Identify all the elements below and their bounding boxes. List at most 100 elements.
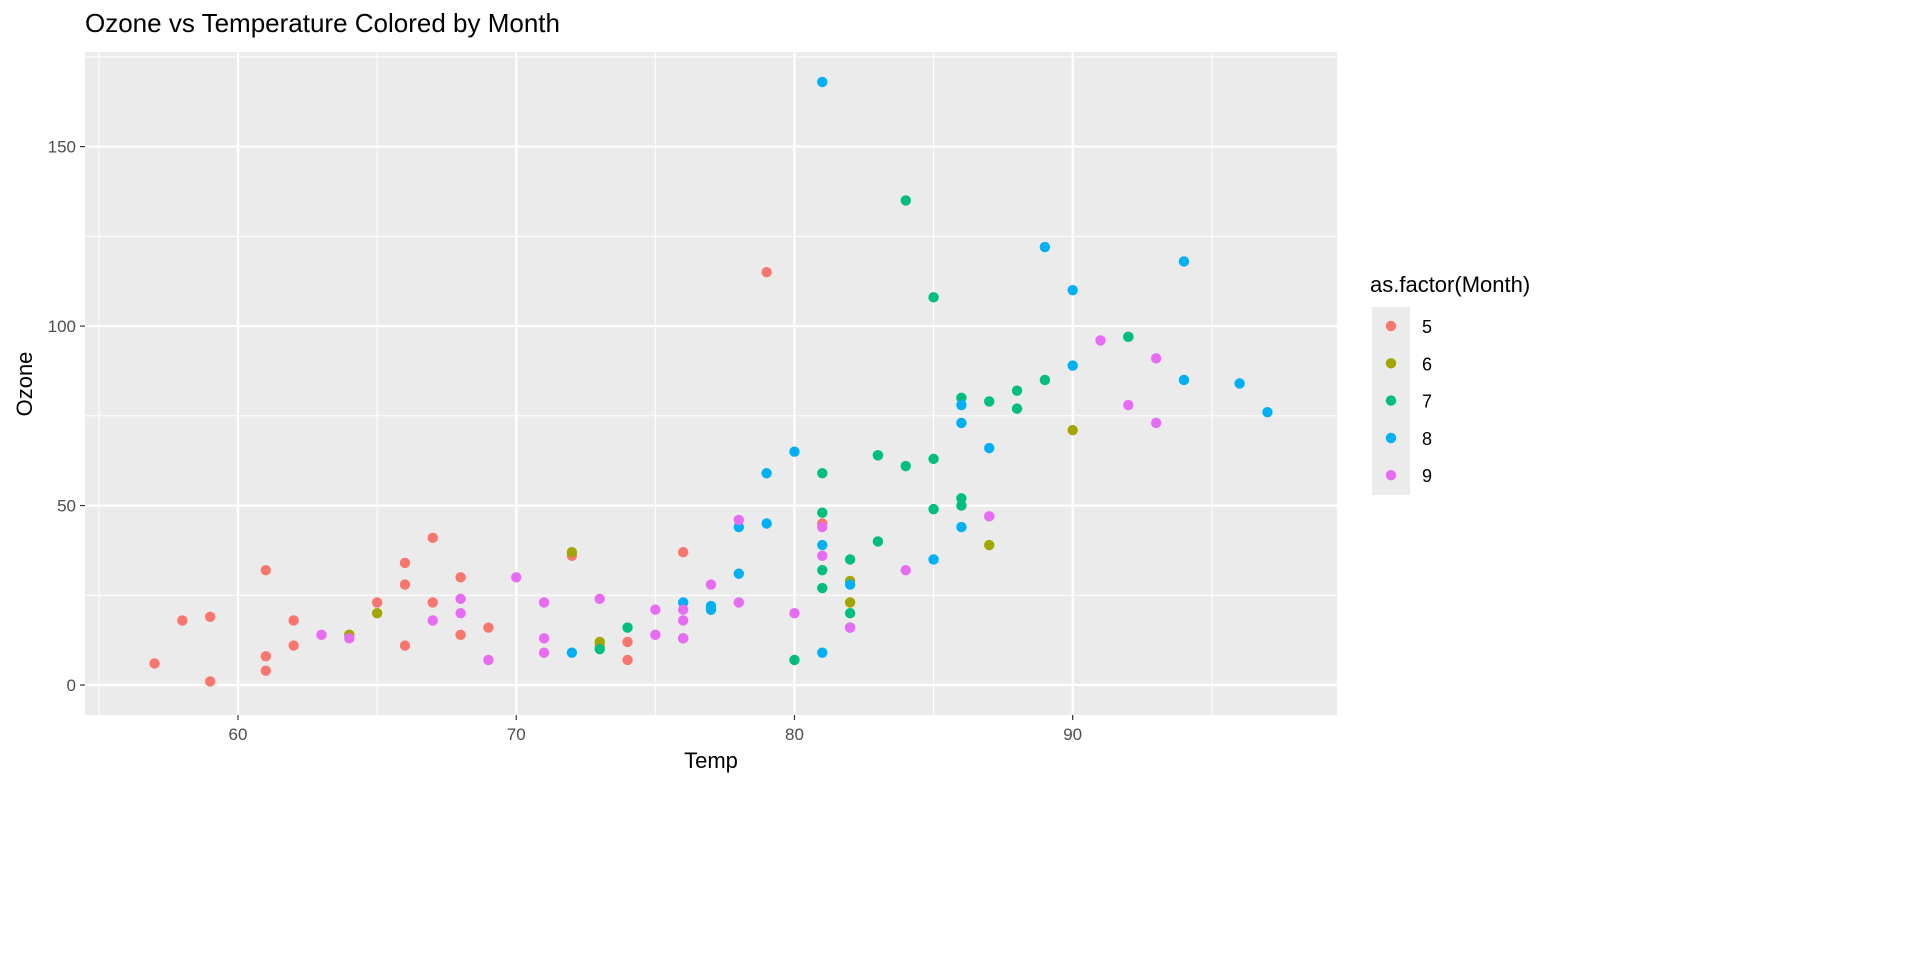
y-axis-label: Ozone (12, 352, 37, 417)
point-month-7 (817, 564, 828, 576)
point-month-8 (705, 604, 717, 615)
point-month-8 (956, 417, 967, 429)
chart-title: Ozone vs Temperature Colored by Month (85, 8, 560, 38)
point-month-5 (455, 629, 466, 640)
point-month-9 (984, 511, 995, 522)
x-tick-label: 80 (785, 725, 804, 744)
point-month-8 (956, 521, 967, 533)
point-month-5 (622, 654, 633, 666)
point-month-8 (677, 597, 689, 608)
point-month-8 (1262, 407, 1273, 418)
point-month-9 (789, 608, 800, 619)
point-month-5 (399, 640, 411, 651)
point-month-6 (594, 636, 605, 648)
axes: 60 70 80 90 0 50 100 150 (48, 138, 1083, 744)
point-month-9 (511, 572, 522, 583)
point-month-6 (566, 547, 578, 558)
point-month-6 (844, 597, 856, 608)
legend-label-month-8: 8 (1422, 429, 1432, 449)
point-month-8 (761, 518, 772, 529)
y-tick-label: 0 (67, 676, 76, 695)
point-month-8 (789, 446, 800, 457)
point-month-9 (483, 654, 494, 666)
point-month-8 (566, 647, 578, 658)
point-month-7 (844, 608, 856, 619)
y-tick-label: 150 (48, 138, 76, 157)
point-month-9 (316, 629, 327, 640)
point-month-5 (399, 579, 411, 590)
point-month-8 (817, 76, 828, 88)
point-month-7 (900, 195, 911, 206)
point-month-9 (817, 521, 828, 533)
point-month-9 (844, 622, 856, 633)
plot-panel (85, 52, 1337, 715)
point-month-8 (844, 579, 856, 590)
y-tick-label: 50 (57, 497, 76, 516)
point-month-5 (149, 658, 160, 669)
y-tick-label: 100 (48, 317, 76, 336)
legend-key-month-8 (1385, 432, 1397, 444)
point-month-9 (677, 615, 689, 626)
point-month-9 (1123, 399, 1134, 411)
point-month-8 (928, 554, 939, 565)
legend-label-month-6: 6 (1422, 354, 1432, 374)
point-month-5 (483, 622, 494, 633)
point-month-8 (1178, 374, 1190, 386)
point-month-5 (399, 557, 411, 569)
point-month-7 (928, 453, 939, 465)
point-month-9 (1095, 335, 1106, 346)
point-month-9 (538, 633, 550, 644)
point-month-8 (984, 442, 995, 454)
point-month-9 (455, 608, 466, 619)
point-month-5 (622, 636, 633, 648)
point-month-9 (650, 604, 661, 615)
point-month-9 (538, 647, 550, 658)
point-month-7 (594, 643, 605, 655)
point-month-8 (1067, 360, 1078, 371)
point-month-8 (1234, 378, 1245, 389)
point-month-7 (984, 396, 995, 407)
x-tick-label: 60 (229, 725, 248, 744)
point-month-7 (1123, 331, 1134, 343)
point-month-5 (260, 665, 272, 676)
point-month-7 (1011, 403, 1023, 414)
point-month-7 (956, 392, 967, 404)
point-month-5 (288, 640, 299, 651)
point-month-9 (344, 633, 355, 644)
point-month-9 (1150, 353, 1162, 364)
legend-key-month-5 (1385, 320, 1397, 332)
point-month-5 (288, 615, 299, 626)
point-month-9 (650, 629, 661, 640)
legend-title: as.factor(Month) (1370, 272, 1530, 297)
point-month-5 (260, 564, 272, 576)
point-month-9 (817, 550, 828, 562)
point-month-9 (677, 633, 689, 644)
point-month-8 (733, 568, 745, 579)
point-month-8 (1178, 256, 1190, 267)
point-month-9 (427, 615, 438, 626)
point-month-7 (928, 292, 939, 303)
legend-label-month-5: 5 (1422, 317, 1432, 337)
point-month-9 (1150, 417, 1162, 429)
x-tick-label: 90 (1063, 725, 1082, 744)
point-month-9 (455, 593, 466, 605)
point-month-8 (761, 468, 772, 479)
point-month-7 (956, 493, 967, 504)
point-month-6 (371, 608, 383, 619)
point-month-5 (677, 547, 689, 558)
legend: as.factor(Month) 5 6 7 8 9 (1370, 272, 1530, 495)
data-points (149, 76, 1273, 687)
point-month-6 (1067, 424, 1078, 436)
point-month-5 (371, 597, 383, 608)
point-month-5 (427, 532, 438, 544)
point-month-8 (956, 399, 967, 411)
legend-key-month-6 (1385, 358, 1397, 369)
legend-key-month-7 (1385, 395, 1397, 406)
point-month-8 (1039, 241, 1051, 253)
point-month-5 (761, 267, 772, 278)
point-month-5 (427, 597, 438, 608)
point-month-7 (1011, 385, 1023, 396)
point-month-7 (789, 654, 800, 666)
point-month-7 (817, 582, 828, 594)
